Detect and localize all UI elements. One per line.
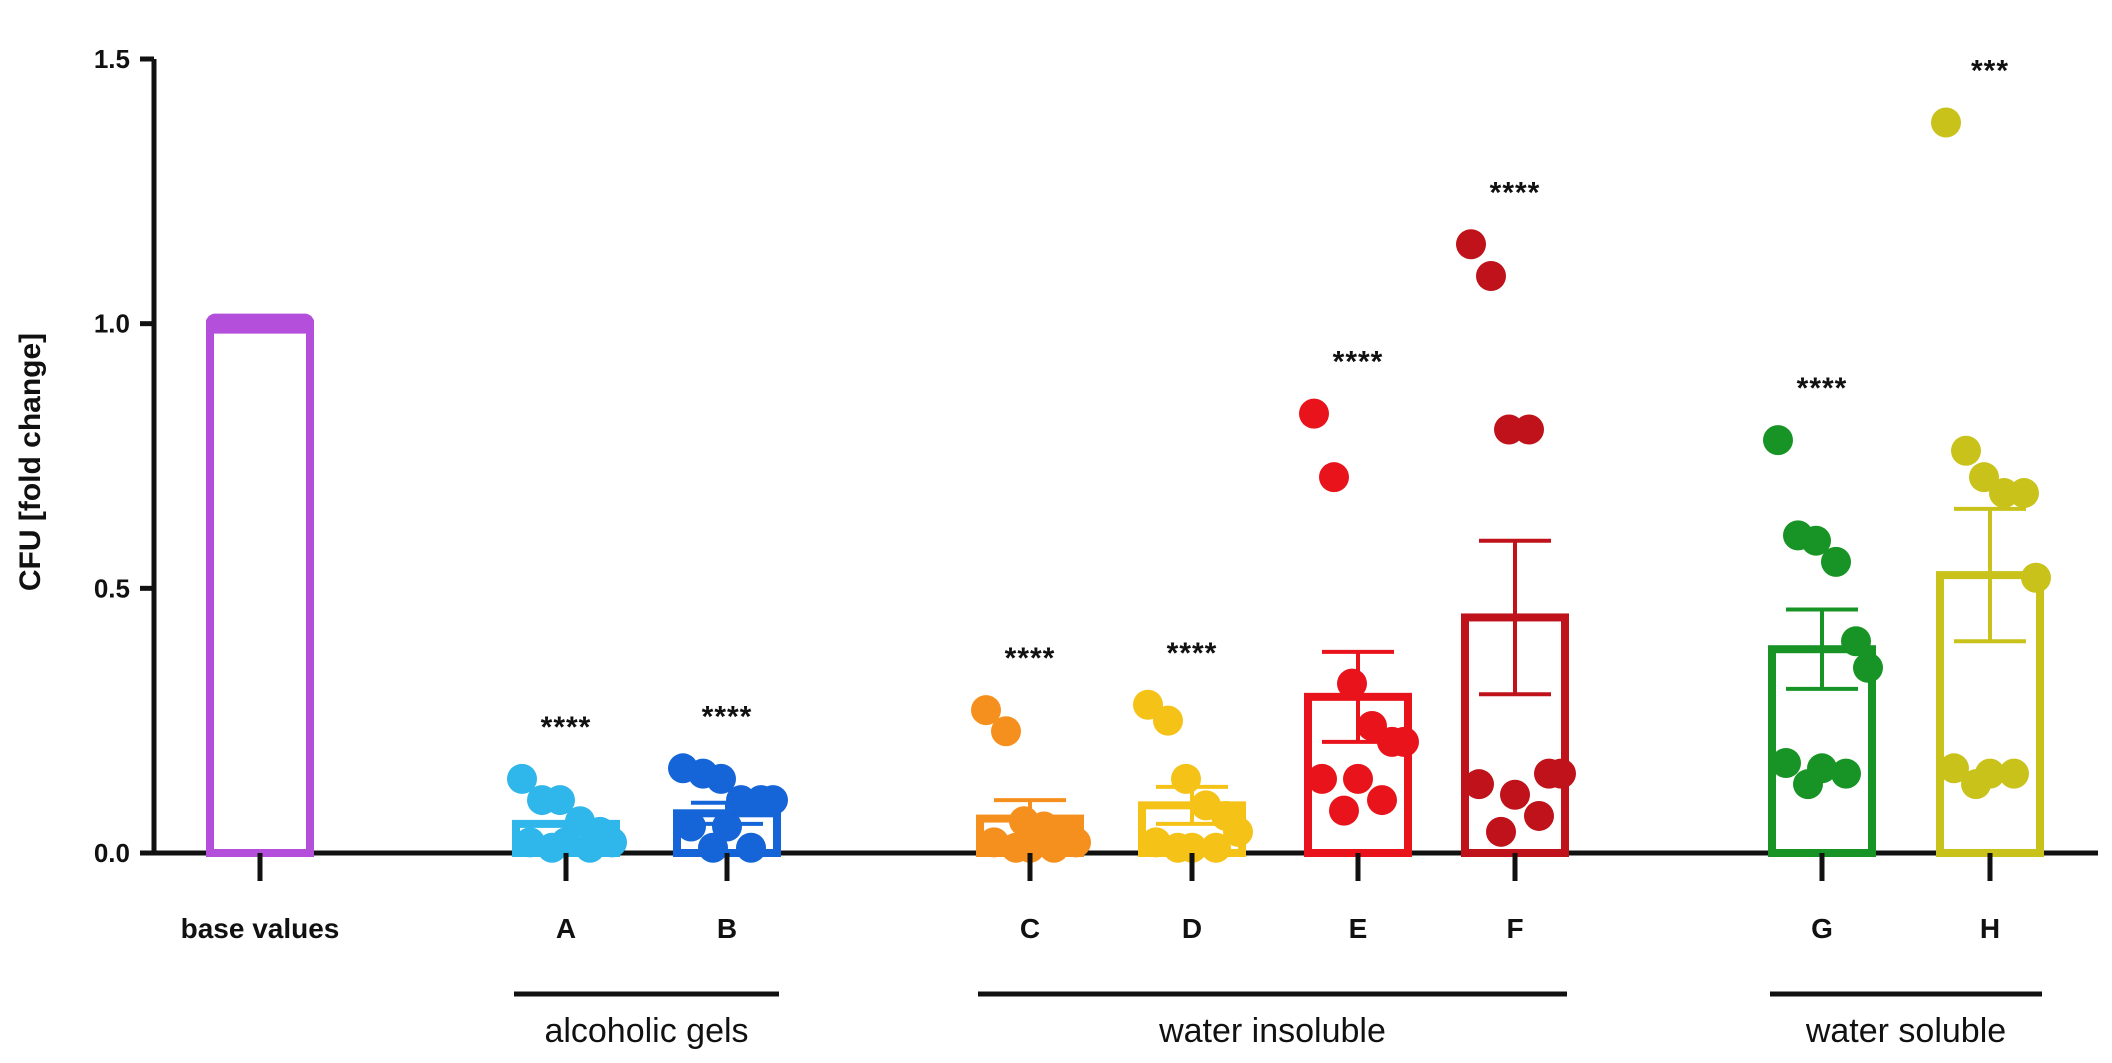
data-point	[1163, 832, 1193, 863]
x-tick-label: C	[1020, 913, 1040, 944]
data-point	[507, 763, 537, 794]
data-point	[1223, 816, 1253, 847]
significance-label: ****	[1490, 176, 1541, 209]
x-tick-label: G	[1811, 913, 1833, 944]
data-point	[1357, 710, 1387, 741]
bar-cap	[206, 313, 314, 334]
group-label: alcoholic gels	[544, 1012, 748, 1050]
x-tick-label: H	[1980, 913, 2000, 944]
data-point	[1307, 763, 1337, 794]
data-point	[971, 695, 1001, 726]
data-point	[1299, 398, 1329, 429]
x-tick-label: F	[1506, 913, 1523, 944]
x-tick-label: B	[717, 913, 737, 944]
data-point	[537, 832, 567, 863]
y-tick-label: 0.0	[94, 838, 130, 868]
data-point	[1500, 779, 1530, 810]
data-point	[1514, 414, 1544, 445]
significance-label: ****	[1333, 346, 1384, 379]
bar	[206, 319, 314, 857]
significance-label: ****	[541, 711, 592, 744]
data-point	[1831, 758, 1861, 789]
y-tick-label: 1.5	[94, 44, 130, 74]
plot-area: 0.0 0.5 1.0 1.5 base values **** A **** B **** C **…	[94, 44, 2098, 1050]
data-point	[1153, 705, 1183, 736]
x-tick-label: base values	[181, 913, 340, 944]
data-point	[736, 832, 766, 863]
data-point	[676, 811, 706, 842]
data-point	[1546, 758, 1576, 789]
data-point	[1801, 525, 1831, 556]
data-point	[2009, 478, 2039, 509]
data-point	[1201, 832, 1231, 863]
y-tick-label: 0.5	[94, 573, 130, 603]
x-tick-label: D	[1182, 913, 1202, 944]
data-point	[1001, 832, 1031, 863]
data-point	[1793, 769, 1823, 800]
data-point	[1456, 229, 1486, 260]
data-point	[1763, 425, 1793, 456]
significance-label: ***	[1971, 55, 2009, 88]
data-point	[698, 832, 728, 863]
data-point	[1951, 435, 1981, 466]
significance-label: ****	[1167, 637, 1218, 670]
data-point	[1319, 462, 1349, 493]
y-axis-label: CFU [fold change]	[14, 333, 47, 591]
data-point	[1939, 753, 1969, 784]
data-point	[758, 785, 788, 816]
group-label: water insoluble	[1158, 1012, 1386, 1050]
data-point	[1999, 758, 2029, 789]
data-point	[1931, 107, 1961, 138]
data-point	[706, 763, 736, 794]
data-point	[545, 785, 575, 816]
x-tick-label: E	[1349, 913, 1368, 944]
data-point	[1486, 816, 1516, 847]
data-point	[1389, 726, 1419, 757]
data-point	[1771, 748, 1801, 779]
data-point	[1039, 832, 1069, 863]
data-point	[1329, 795, 1359, 826]
data-point	[1524, 800, 1554, 831]
data-point	[1133, 689, 1163, 720]
data-point	[1853, 652, 1883, 683]
data-point	[1337, 668, 1367, 699]
y-tick-label: 1.0	[94, 309, 130, 339]
data-point	[991, 716, 1021, 747]
data-point	[1961, 769, 1991, 800]
data-point	[1343, 763, 1373, 794]
data-point	[1841, 626, 1871, 657]
data-point	[1969, 462, 1999, 493]
data-point	[1367, 785, 1397, 816]
data-point	[712, 811, 742, 842]
data-point	[2021, 562, 2051, 593]
data-point	[1821, 546, 1851, 577]
data-point	[575, 832, 605, 863]
data-point	[1476, 261, 1506, 292]
significance-label: ****	[1005, 642, 1056, 675]
significance-label: ****	[1797, 372, 1848, 405]
data-point	[1464, 769, 1494, 800]
significance-label: ****	[702, 700, 753, 733]
group-label: water soluble	[1805, 1012, 2006, 1050]
x-tick-label: A	[556, 913, 576, 944]
data-point	[1171, 763, 1201, 794]
